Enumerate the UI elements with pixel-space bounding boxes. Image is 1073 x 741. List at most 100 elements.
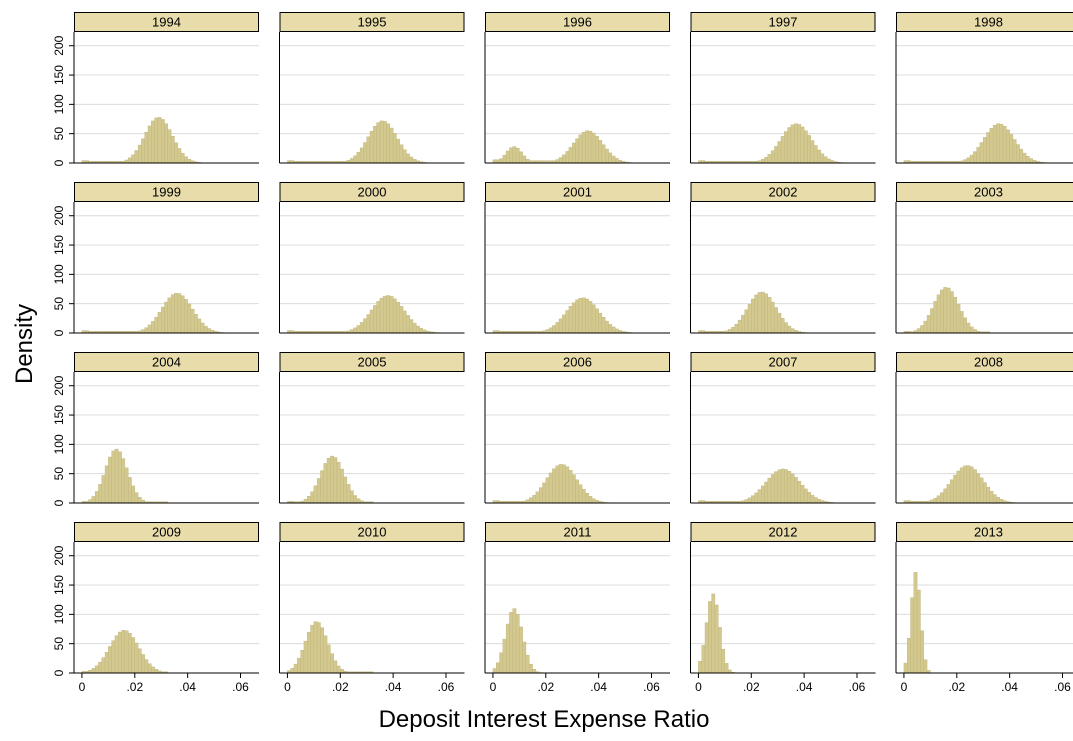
histogram-bar xyxy=(940,290,943,333)
histogram-bar xyxy=(771,151,774,163)
histogram-bar xyxy=(145,132,148,163)
histogram-bar xyxy=(904,663,907,673)
y-tick-label: 100 xyxy=(52,94,66,114)
histogram-bar xyxy=(569,470,572,503)
facet-panel: 2007 xyxy=(691,353,876,504)
histogram-bar xyxy=(924,321,927,333)
histogram-bar xyxy=(592,133,595,163)
histogram-bar xyxy=(135,493,138,503)
histogram-bar xyxy=(718,627,721,673)
histogram-bar xyxy=(135,643,138,673)
histogram-bar xyxy=(334,458,337,503)
histogram-bar xyxy=(592,305,595,333)
histogram-bar xyxy=(814,145,817,163)
histogram-bar xyxy=(572,143,575,163)
histogram-bar xyxy=(493,668,496,673)
histogram-bar xyxy=(503,155,506,163)
facet-panel: 2002 xyxy=(691,183,876,334)
histogram-bar xyxy=(755,295,758,333)
histogram-bar xyxy=(731,327,734,333)
histogram-bar xyxy=(602,317,605,333)
histogram-bar xyxy=(516,148,519,163)
facet-panel: 1998 xyxy=(896,13,1073,164)
histogram-bar xyxy=(817,150,820,163)
histogram-bar xyxy=(953,297,956,333)
histogram-bar xyxy=(937,496,940,503)
histogram-bar xyxy=(128,158,131,163)
histogram-bar xyxy=(788,326,791,333)
histogram-bar xyxy=(181,296,184,333)
y-tick-label: 100 xyxy=(52,604,66,624)
histogram-bar xyxy=(135,150,138,163)
histogram-bar xyxy=(778,313,781,333)
histogram-bar xyxy=(990,491,993,503)
histogram-bar xyxy=(784,323,787,333)
histogram-bar xyxy=(725,663,728,673)
x-tick-label: .02 xyxy=(743,680,760,694)
histogram-bar xyxy=(513,147,516,163)
x-tick-label: .06 xyxy=(1054,680,1071,694)
histogram-bar xyxy=(798,124,801,163)
histogram-bar xyxy=(155,317,158,333)
histogram-bar xyxy=(708,601,711,673)
histogram-bar xyxy=(566,467,569,503)
histogram-bar xyxy=(765,482,768,503)
histogram-bar xyxy=(920,631,923,673)
histogram-bar xyxy=(181,153,184,163)
histogram-bar xyxy=(950,292,953,333)
histogram-bar xyxy=(1010,134,1013,163)
histogram-bar xyxy=(503,639,506,673)
histogram-bar xyxy=(748,304,751,333)
histogram-bar xyxy=(529,664,532,673)
histogram-bar xyxy=(1016,145,1019,163)
histogram-bar xyxy=(595,309,598,333)
histogram-bar xyxy=(973,329,976,333)
histogram-bar xyxy=(609,153,612,163)
facet-panel: 2005 xyxy=(280,353,465,504)
histogram-bar xyxy=(987,487,990,503)
histogram-bar xyxy=(947,484,950,503)
x-tick-label: .04 xyxy=(385,680,402,694)
histogram-bar xyxy=(416,326,419,333)
histogram-bar xyxy=(791,125,794,163)
histogram-bar xyxy=(745,310,748,333)
facet-panel: 2008 xyxy=(896,353,1073,504)
y-tick-label: 50 xyxy=(52,127,66,141)
histogram-bar xyxy=(158,117,161,163)
histogram-bar xyxy=(324,636,327,673)
histogram-bar xyxy=(761,292,764,333)
histogram-bar xyxy=(970,467,973,503)
histogram-bar xyxy=(406,315,409,333)
histogram-bar xyxy=(420,328,423,333)
histogram-bar xyxy=(940,493,943,503)
histogram-bar xyxy=(562,155,565,163)
histogram-bar xyxy=(934,301,937,333)
histogram-bar xyxy=(131,638,134,673)
histogram-bar xyxy=(602,145,605,163)
histogram-bar xyxy=(963,160,966,163)
histogram-bar xyxy=(1026,156,1029,163)
histogram-bar xyxy=(350,491,353,503)
histogram-bar xyxy=(304,499,307,503)
histogram-bar xyxy=(188,159,191,163)
histogram-bar xyxy=(824,157,827,163)
histogram-bar xyxy=(383,121,386,163)
histogram-bar xyxy=(390,296,393,333)
histogram-bar xyxy=(523,156,526,163)
histogram-bar xyxy=(141,330,144,333)
x-tick-label: .06 xyxy=(643,680,660,694)
facet-label: 1995 xyxy=(358,15,387,30)
histogram-bar xyxy=(546,478,549,503)
histogram-bar xyxy=(1020,149,1023,163)
histogram-bar xyxy=(702,645,705,673)
histogram-bar xyxy=(778,470,781,503)
histogram-bar xyxy=(993,495,996,503)
y-tick-label: 150 xyxy=(52,235,66,255)
histogram-bar xyxy=(201,323,204,333)
histogram-bar xyxy=(526,159,529,163)
histogram-bar xyxy=(960,468,963,503)
histogram-bar xyxy=(105,466,108,503)
histogram-bar xyxy=(526,655,529,673)
histogram-bar xyxy=(788,128,791,163)
histogram-bar xyxy=(122,459,125,503)
